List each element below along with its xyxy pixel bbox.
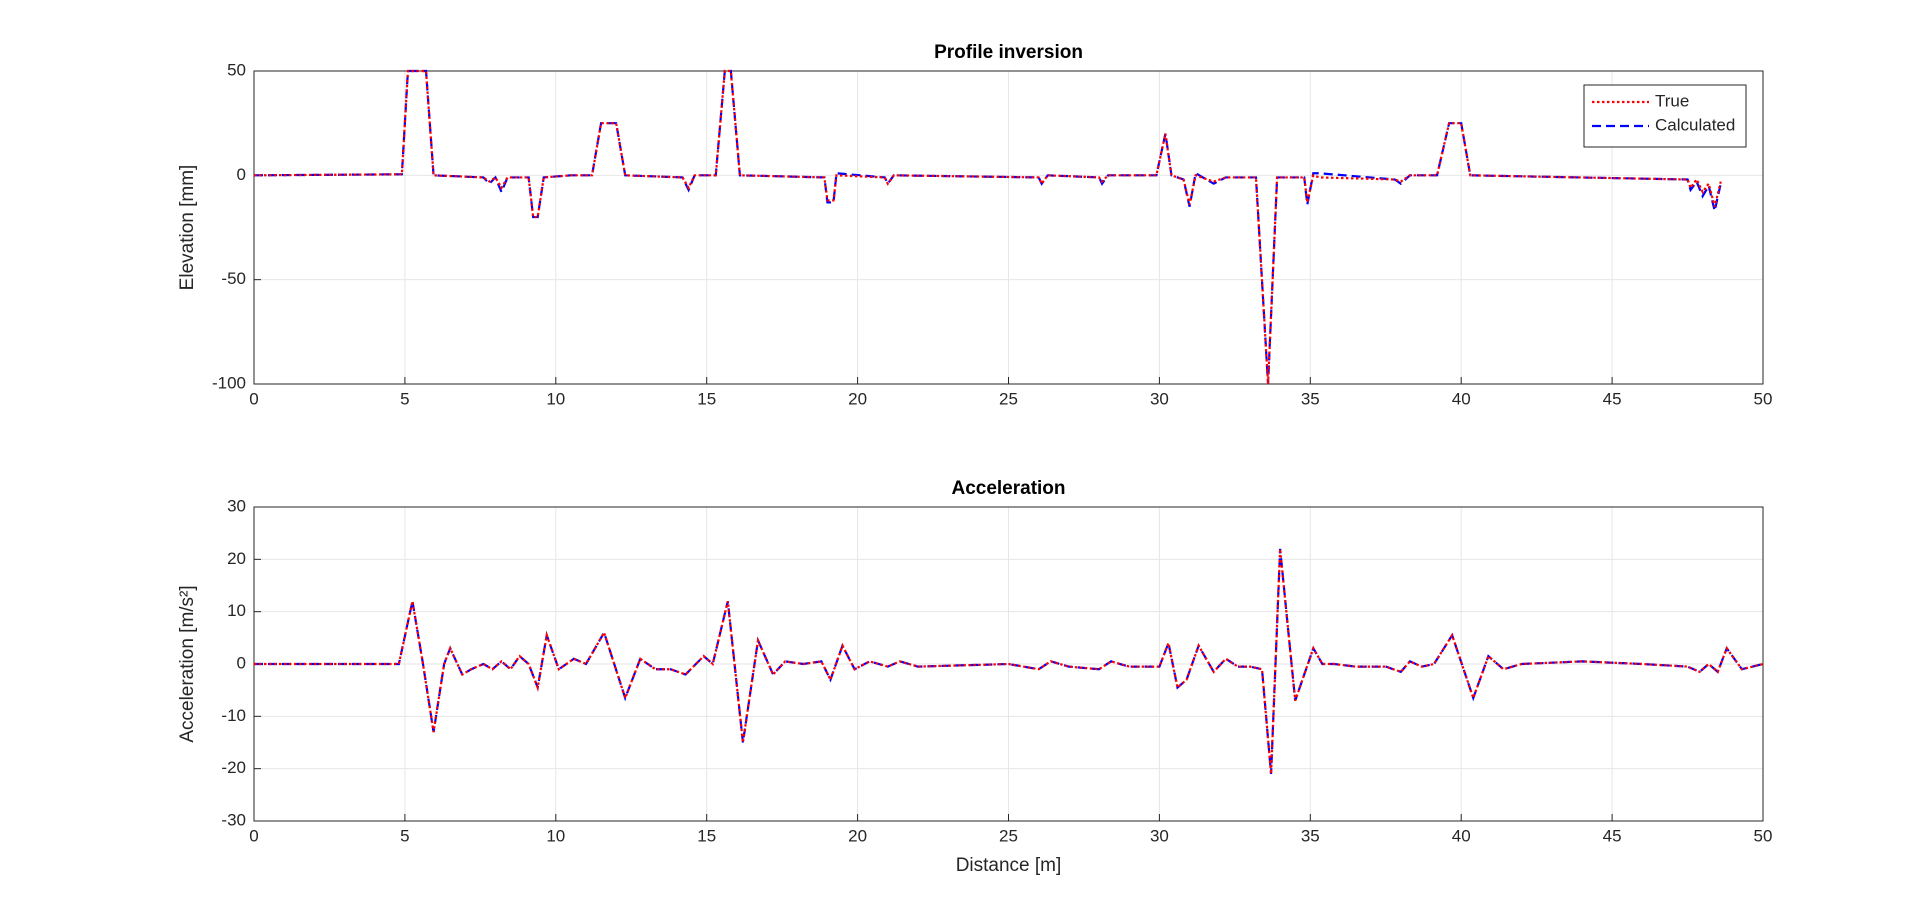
x-tick-label: 40 <box>1452 389 1471 408</box>
x-tick-label: 50 <box>1754 389 1773 408</box>
y-tick-label: -50 <box>221 269 246 288</box>
x-tick-label: 15 <box>697 389 716 408</box>
x-tick-label: 50 <box>1754 826 1773 845</box>
data-line <box>254 548 1763 774</box>
y-tick-label: -100 <box>212 373 246 392</box>
x-tick-label: 20 <box>848 389 867 408</box>
y-axis-label: Elevation [mm] <box>177 165 198 291</box>
x-tick-label: 10 <box>546 389 565 408</box>
x-tick-label: 30 <box>1150 389 1169 408</box>
legend-box <box>1583 84 1747 148</box>
y-tick-label: -30 <box>221 810 246 829</box>
legend-label: Calculated <box>1655 115 1735 134</box>
data-line <box>254 69 1722 385</box>
x-tick-label: 25 <box>999 389 1018 408</box>
y-tick-label: -20 <box>221 758 246 777</box>
x-tick-label: 40 <box>1452 826 1471 845</box>
legend-label: True <box>1655 91 1689 110</box>
x-tick-label: 30 <box>1150 826 1169 845</box>
y-tick-label: -10 <box>221 706 246 725</box>
x-tick-label: 15 <box>697 826 716 845</box>
x-axis-label: Distance [m] <box>956 855 1062 876</box>
y-axis-label: Acceleration [m/s²] <box>177 585 198 742</box>
x-tick-label: 0 <box>249 389 258 408</box>
y-tick-label: 30 <box>227 496 246 515</box>
x-tick-label: 35 <box>1301 826 1320 845</box>
x-tick-label: 20 <box>848 826 867 845</box>
x-tick-label: 35 <box>1301 389 1320 408</box>
x-tick-label: 0 <box>249 826 258 845</box>
chart-title: Profile inversion <box>934 42 1083 63</box>
x-tick-label: 5 <box>400 826 409 845</box>
y-tick-label: 50 <box>227 60 246 79</box>
chart-title: Acceleration <box>951 478 1065 499</box>
x-tick-label: 25 <box>999 826 1018 845</box>
data-line <box>254 69 1722 385</box>
y-tick-label: 20 <box>227 549 246 568</box>
y-tick-label: 0 <box>237 165 246 184</box>
x-tick-label: 10 <box>546 826 565 845</box>
x-tick-label: 45 <box>1603 826 1622 845</box>
y-tick-label: 0 <box>237 653 246 672</box>
x-tick-label: 45 <box>1603 389 1622 408</box>
x-tick-label: 5 <box>400 389 409 408</box>
y-tick-label: 10 <box>227 601 246 620</box>
